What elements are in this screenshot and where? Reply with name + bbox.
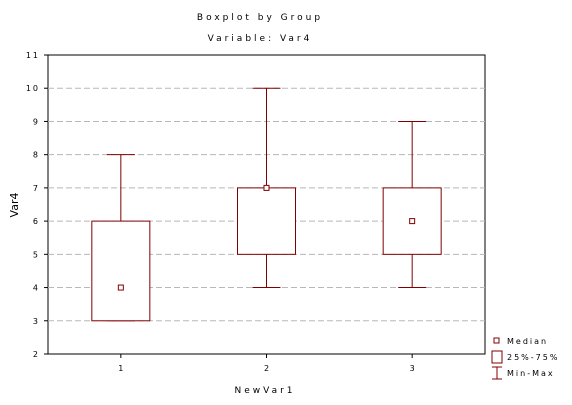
- y-tick-label: 10: [26, 84, 40, 93]
- y-tick-label: 3: [33, 317, 40, 326]
- x-axis-label: NewVar1: [234, 386, 295, 396]
- iqr-box: [237, 187, 296, 255]
- y-tick-label: 8: [33, 151, 40, 160]
- legend: Median 25%-75% Min-Max: [491, 337, 559, 380]
- y-axis-label: Var4: [8, 193, 21, 218]
- y-tick-label: 6: [33, 217, 40, 226]
- y-tick-label: 9: [33, 117, 40, 126]
- iqr-box: [91, 220, 151, 322]
- box-group-1: [91, 154, 151, 322]
- box-group-3: [382, 120, 442, 289]
- box-group-2: [237, 87, 296, 289]
- legend-median-icon: [493, 337, 500, 344]
- legend-label: Median: [507, 337, 548, 346]
- y-tick-label: 11: [26, 51, 40, 60]
- legend-item-box: 25%-75%: [491, 350, 559, 364]
- chart-subtitle: Variable: Var4: [208, 34, 313, 44]
- chart-title: Boxplot by Group: [197, 13, 323, 23]
- y-tick-label: 2: [33, 350, 40, 359]
- legend-item-median-square: Median: [493, 337, 548, 346]
- median-marker: [117, 284, 124, 291]
- x-tick-label: 1: [118, 364, 123, 373]
- legend-item-whisker: Min-Max: [492, 366, 555, 380]
- x-tick-label: 2: [264, 364, 269, 373]
- x-tick-label: 3: [410, 364, 415, 373]
- chart-labels: Boxplot by Group Variable: Var4 NewVar1 …: [8, 13, 323, 396]
- y-tick-label: 7: [33, 184, 40, 193]
- median-marker: [409, 218, 416, 225]
- legend-label: 25%-75%: [507, 353, 559, 362]
- median-marker: [263, 184, 270, 191]
- y-tick-label: 5: [33, 250, 40, 259]
- y-tick-label: 4: [33, 284, 40, 293]
- legend-label: Min-Max: [507, 369, 555, 378]
- legend-box-icon: [491, 350, 503, 364]
